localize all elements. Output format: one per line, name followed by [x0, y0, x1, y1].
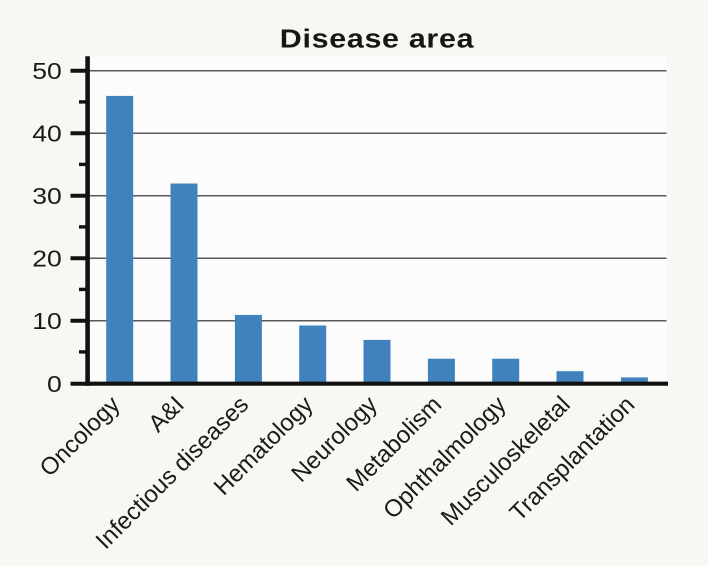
svg-text:10: 10 [32, 309, 62, 335]
svg-text:20: 20 [32, 246, 62, 272]
svg-text:0: 0 [47, 372, 62, 398]
svg-text:30: 30 [32, 184, 62, 210]
svg-text:Disease area: Disease area [280, 24, 474, 53]
svg-text:50: 50 [32, 59, 62, 85]
svg-text:40: 40 [32, 121, 62, 147]
